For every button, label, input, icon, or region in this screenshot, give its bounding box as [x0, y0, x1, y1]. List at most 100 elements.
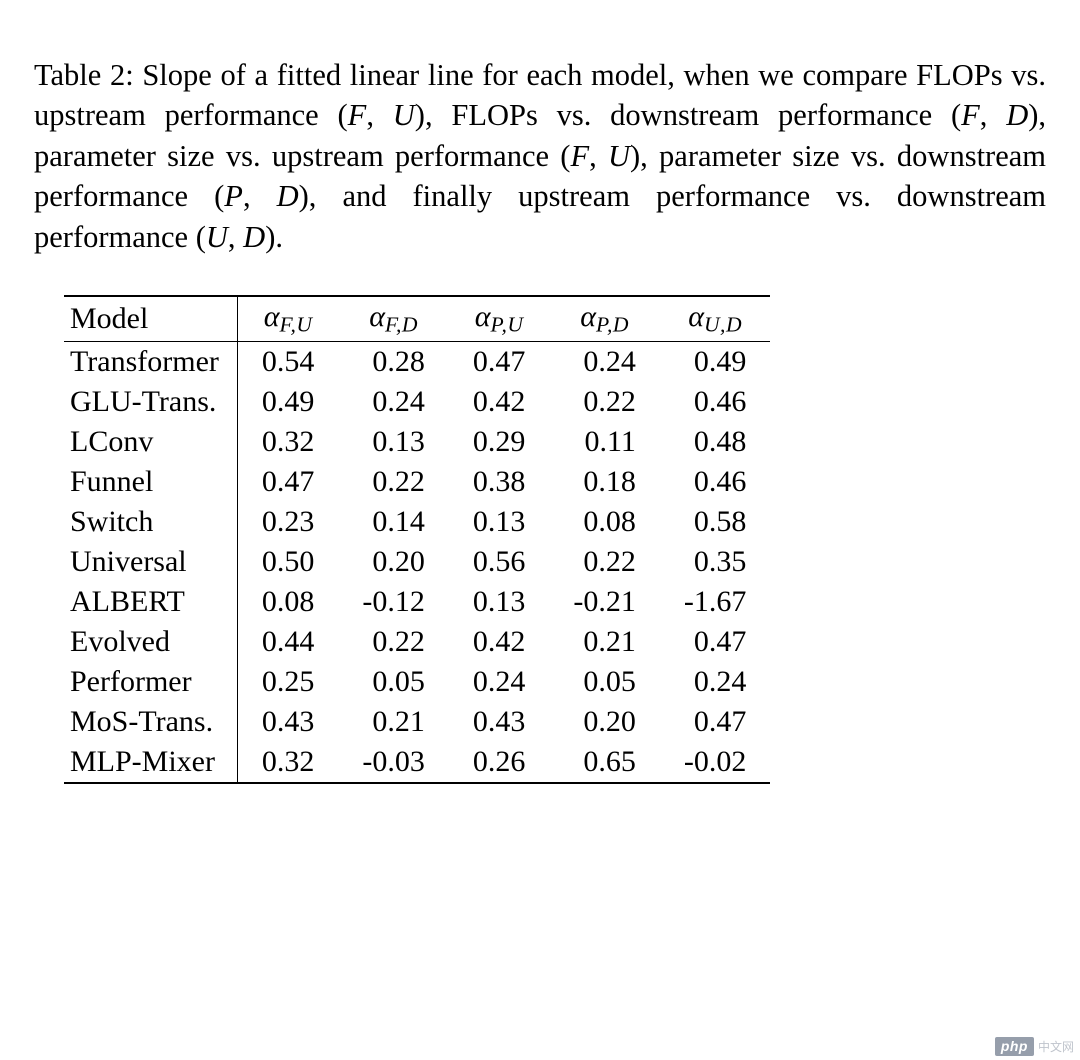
model-cell: Funnel — [64, 462, 237, 502]
value-cell: 0.35 — [660, 542, 771, 582]
model-cell: GLU-Trans. — [64, 382, 237, 422]
model-cell: ALBERT — [64, 582, 237, 622]
value-cell: 0.32 — [237, 742, 338, 783]
col-header-alpha-pu: αP,U — [449, 296, 550, 341]
value-cell: 0.23 — [237, 502, 338, 542]
table-row: MoS-Trans.0.430.210.430.200.47 — [64, 702, 770, 742]
table-row: Evolved0.440.220.420.210.47 — [64, 622, 770, 662]
value-cell: 0.47 — [449, 342, 550, 383]
value-cell: 0.32 — [237, 422, 338, 462]
value-cell: 0.24 — [660, 662, 771, 702]
value-cell: 0.48 — [660, 422, 771, 462]
table-row: Funnel0.470.220.380.180.46 — [64, 462, 770, 502]
value-cell: -1.67 — [660, 582, 771, 622]
value-cell: 0.46 — [660, 462, 771, 502]
table-row: Switch0.230.140.130.080.58 — [64, 502, 770, 542]
value-cell: 0.47 — [237, 462, 338, 502]
caption-var: U — [393, 98, 415, 132]
value-cell: 0.20 — [549, 702, 660, 742]
caption-var: P — [224, 179, 243, 213]
col-header-alpha-fu: αF,U — [237, 296, 338, 341]
value-cell: 0.28 — [338, 342, 449, 383]
table-header-row: Model αF,U αF,D αP,U αP,D αU,D — [64, 296, 770, 341]
watermark-cn: 中文网 — [1038, 1038, 1074, 1055]
value-cell: 0.65 — [549, 742, 660, 783]
value-cell: 0.21 — [549, 622, 660, 662]
value-cell: 0.47 — [660, 622, 771, 662]
value-cell: 0.50 — [237, 542, 338, 582]
col-header-alpha-pd: αP,D — [549, 296, 660, 341]
caption-text: ), FLOPs vs. downstream performance ( — [415, 98, 961, 132]
table-caption: Table 2: Slope of a fitted linear line f… — [34, 55, 1046, 258]
caption-var: D — [277, 179, 299, 213]
caption-var: F — [348, 98, 367, 132]
caption-sep: , — [228, 220, 243, 254]
caption-sep: , — [366, 98, 392, 132]
value-cell: 0.26 — [449, 742, 550, 783]
value-cell: 0.22 — [549, 542, 660, 582]
table-row: Universal0.500.200.560.220.35 — [64, 542, 770, 582]
table-row: LConv0.320.130.290.110.48 — [64, 422, 770, 462]
table-body: Transformer0.540.280.470.240.49GLU-Trans… — [64, 342, 770, 784]
model-cell: MoS-Trans. — [64, 702, 237, 742]
value-cell: 0.58 — [660, 502, 771, 542]
value-cell: 0.14 — [338, 502, 449, 542]
value-cell: 0.25 — [237, 662, 338, 702]
model-cell: Transformer — [64, 342, 237, 383]
value-cell: 0.22 — [338, 462, 449, 502]
model-cell: Switch — [64, 502, 237, 542]
value-cell: 0.42 — [449, 382, 550, 422]
value-cell: 0.44 — [237, 622, 338, 662]
value-cell: 0.05 — [549, 662, 660, 702]
value-cell: 0.43 — [449, 702, 550, 742]
value-cell: 0.24 — [549, 342, 660, 383]
model-cell: Performer — [64, 662, 237, 702]
caption-var: D — [243, 220, 265, 254]
value-cell: 0.24 — [449, 662, 550, 702]
value-cell: 0.49 — [660, 342, 771, 383]
value-cell: 0.08 — [237, 582, 338, 622]
col-header-model: Model — [64, 296, 237, 341]
table-row: GLU-Trans.0.490.240.420.220.46 — [64, 382, 770, 422]
value-cell: 0.05 — [338, 662, 449, 702]
value-cell: -0.21 — [549, 582, 660, 622]
table-row: ALBERT0.08-0.120.13-0.21-1.67 — [64, 582, 770, 622]
model-cell: Universal — [64, 542, 237, 582]
value-cell: 0.08 — [549, 502, 660, 542]
caption-var: F — [570, 139, 589, 173]
table-row: Transformer0.540.280.470.240.49 — [64, 342, 770, 383]
caption-sep: , — [589, 139, 608, 173]
value-cell: 0.38 — [449, 462, 550, 502]
value-cell: 0.18 — [549, 462, 660, 502]
caption-var: U — [206, 220, 228, 254]
slope-table: Model αF,U αF,D αP,U αP,D αU,D Transform… — [64, 295, 770, 784]
value-cell: 0.13 — [449, 582, 550, 622]
model-cell: LConv — [64, 422, 237, 462]
col-header-alpha-fd: αF,D — [338, 296, 449, 341]
caption-sep: , — [243, 179, 277, 213]
watermark-badge: php — [995, 1037, 1034, 1056]
table-row: MLP-Mixer0.32-0.030.260.65-0.02 — [64, 742, 770, 783]
value-cell: 0.46 — [660, 382, 771, 422]
col-header-alpha-ud: αU,D — [660, 296, 771, 341]
value-cell: 0.24 — [338, 382, 449, 422]
value-cell: 0.42 — [449, 622, 550, 662]
value-cell: 0.21 — [338, 702, 449, 742]
page: Table 2: Slope of a fitted linear line f… — [0, 0, 1080, 1060]
caption-var: F — [961, 98, 980, 132]
value-cell: 0.13 — [449, 502, 550, 542]
value-cell: 0.43 — [237, 702, 338, 742]
value-cell: 0.56 — [449, 542, 550, 582]
value-cell: 0.54 — [237, 342, 338, 383]
value-cell: 0.47 — [660, 702, 771, 742]
value-cell: 0.22 — [338, 622, 449, 662]
caption-var: D — [1006, 98, 1028, 132]
caption-var: U — [608, 139, 630, 173]
model-cell: Evolved — [64, 622, 237, 662]
value-cell: -0.12 — [338, 582, 449, 622]
watermark: php 中文网 — [995, 1037, 1074, 1056]
value-cell: 0.29 — [449, 422, 550, 462]
value-cell: 0.22 — [549, 382, 660, 422]
value-cell: -0.02 — [660, 742, 771, 783]
value-cell: 0.11 — [549, 422, 660, 462]
